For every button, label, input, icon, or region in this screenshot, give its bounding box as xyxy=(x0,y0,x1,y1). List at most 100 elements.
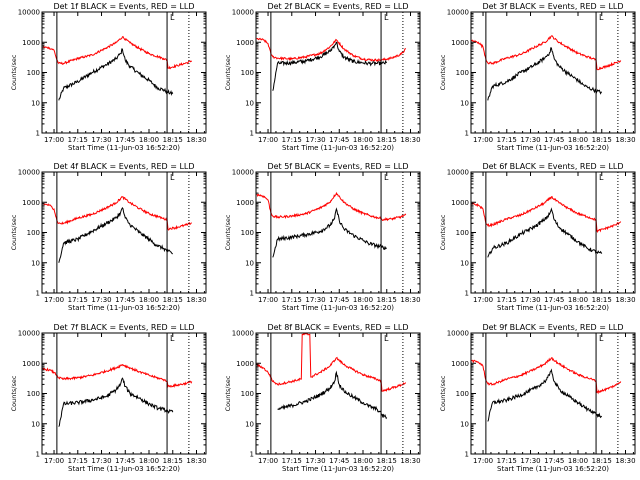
y-tick-label: 10 xyxy=(245,259,254,267)
series-line-events-1 xyxy=(58,207,173,263)
flag-label: L xyxy=(170,334,175,343)
x-axis-label: Start Time (11-Jun-03 16:52:20) xyxy=(68,465,180,473)
x-tick-label: 17:30 xyxy=(305,136,325,144)
x-tick-label: 17:00 xyxy=(44,136,64,144)
y-tick-label: 100 xyxy=(456,390,469,398)
series-line-events-1 xyxy=(277,370,388,420)
y-tick-label: 1 xyxy=(36,451,40,459)
y-tick-label: 1000 xyxy=(236,360,254,368)
y-tick-label: 1 xyxy=(36,290,40,298)
x-axis-label: Start Time (11-Jun-03 16:52:20) xyxy=(497,144,609,152)
y-tick-label: 10000 xyxy=(232,169,254,177)
panel-title: Det 5f BLACK = Events, RED = LLD xyxy=(267,162,408,171)
panel-title: Det 8f BLACK = Events, RED = LLD xyxy=(267,323,408,332)
x-tick-label: 18:30 xyxy=(400,136,420,144)
y-tick-label: 100 xyxy=(241,69,254,77)
x-tick-label: 17:15 xyxy=(282,136,302,144)
y-tick-label: 10000 xyxy=(18,9,40,17)
y-tick-label: 10000 xyxy=(18,330,40,338)
chart-panel-8: L 17:00 17:15 17:30 17:45 18:00 18:15 18:30 1 10 1… xyxy=(224,323,421,473)
panel-title: Det 9f BLACK = Events, RED = LLD xyxy=(482,323,623,332)
chart-panel-9: L 17:00 17:15 17:30 17:45 18:00 18:15 18:30 1 10 1… xyxy=(439,323,636,473)
y-axis-label: Counts/sec xyxy=(224,54,232,90)
series-line-events-1 xyxy=(272,41,388,91)
series-line-events-1 xyxy=(58,48,174,101)
x-axis-label: Start Time (11-Jun-03 16:52:20) xyxy=(68,144,180,152)
y-tick-label: 1 xyxy=(250,130,254,138)
x-tick-label: 18:15 xyxy=(377,136,397,144)
flag-label: L xyxy=(384,334,389,343)
x-tick-label: 18:00 xyxy=(568,457,588,465)
x-tick-label: 17:00 xyxy=(44,457,64,465)
series-line-events-1 xyxy=(272,207,387,258)
x-tick-label: 17:45 xyxy=(329,457,349,465)
x-tick-label: 18:15 xyxy=(592,457,612,465)
chart-panel-1: L 17:00 17:15 17:30 17:45 18:00 18:15 18:30 1 10 1… xyxy=(10,2,207,152)
y-tick-label: 10 xyxy=(460,259,469,267)
x-axis-label: Start Time (11-Jun-03 16:52:20) xyxy=(497,304,609,312)
y-axis-label: Counts/sec xyxy=(10,54,18,90)
panel-title: Det 6f BLACK = Events, RED = LLD xyxy=(482,162,623,171)
flag-label: L xyxy=(384,173,389,182)
y-tick-label: 10000 xyxy=(232,9,254,17)
x-tick-label: 17:45 xyxy=(544,296,564,304)
x-tick-label: 18:15 xyxy=(592,296,612,304)
x-tick-label: 18:00 xyxy=(353,296,373,304)
y-tick-label: 10000 xyxy=(447,330,469,338)
y-axis-label: Counts/sec xyxy=(10,214,18,250)
panel-title: Det 3f BLACK = Events, RED = LLD xyxy=(482,2,623,11)
y-tick-label: 1 xyxy=(465,130,469,138)
x-tick-label: 17:30 xyxy=(520,457,540,465)
y-axis-label: Counts/sec xyxy=(224,375,232,411)
chart-panel-2: L 17:00 17:15 17:30 17:45 18:00 18:15 18:30 1 10 1… xyxy=(224,2,421,152)
panel-title: Det 2f BLACK = Events, RED = LLD xyxy=(267,2,408,11)
x-tick-label: 18:15 xyxy=(163,296,183,304)
y-axis-label: Counts/sec xyxy=(439,214,447,250)
x-tick-label: 17:00 xyxy=(473,136,493,144)
x-tick-label: 18:30 xyxy=(400,457,420,465)
x-tick-label: 17:00 xyxy=(258,136,278,144)
y-axis-label: Counts/sec xyxy=(224,214,232,250)
x-tick-label: 18:00 xyxy=(139,296,159,304)
flag-label: L xyxy=(599,13,604,22)
y-tick-label: 1000 xyxy=(236,39,254,47)
x-tick-label: 17:15 xyxy=(68,296,88,304)
chart-panel-6: L 17:00 17:15 17:30 17:45 18:00 18:15 18:30 1 10 1… xyxy=(439,162,636,312)
flag-label: L xyxy=(599,334,604,343)
x-tick-label: 18:30 xyxy=(186,296,206,304)
series-line-events-1 xyxy=(487,368,603,422)
x-tick-label: 17:00 xyxy=(44,296,64,304)
x-axis-label: Start Time (11-Jun-03 16:52:20) xyxy=(497,465,609,473)
panel-title: Det 7f BLACK = Events, RED = LLD xyxy=(53,323,194,332)
x-axis-label: Start Time (11-Jun-03 16:52:20) xyxy=(282,465,394,473)
x-tick-label: 18:15 xyxy=(163,457,183,465)
x-tick-label: 17:15 xyxy=(282,457,302,465)
x-tick-label: 17:30 xyxy=(305,296,325,304)
x-tick-label: 18:15 xyxy=(377,457,397,465)
x-tick-label: 18:00 xyxy=(353,136,373,144)
y-tick-label: 1 xyxy=(250,290,254,298)
y-tick-label: 1 xyxy=(250,451,254,459)
y-axis-label: Counts/sec xyxy=(10,375,18,411)
x-tick-label: 17:45 xyxy=(115,296,135,304)
x-tick-label: 18:15 xyxy=(592,136,612,144)
x-tick-label: 17:15 xyxy=(497,296,517,304)
series-line-events-1 xyxy=(58,377,174,427)
x-tick-label: 17:15 xyxy=(497,457,517,465)
y-tick-label: 10000 xyxy=(18,169,40,177)
x-tick-label: 17:30 xyxy=(520,136,540,144)
y-tick-label: 100 xyxy=(27,390,40,398)
x-tick-label: 17:45 xyxy=(329,136,349,144)
y-tick-label: 10 xyxy=(245,420,254,428)
series-line-events-1 xyxy=(487,47,603,101)
y-tick-label: 100 xyxy=(27,69,40,77)
y-tick-label: 1000 xyxy=(22,39,40,47)
y-tick-label: 10 xyxy=(460,99,469,107)
y-axis-label: Counts/sec xyxy=(439,54,447,90)
flag-label: L xyxy=(170,13,175,22)
y-tick-label: 10000 xyxy=(447,9,469,17)
y-tick-label: 10 xyxy=(31,259,40,267)
x-tick-label: 18:30 xyxy=(186,457,206,465)
flag-label: L xyxy=(599,173,604,182)
